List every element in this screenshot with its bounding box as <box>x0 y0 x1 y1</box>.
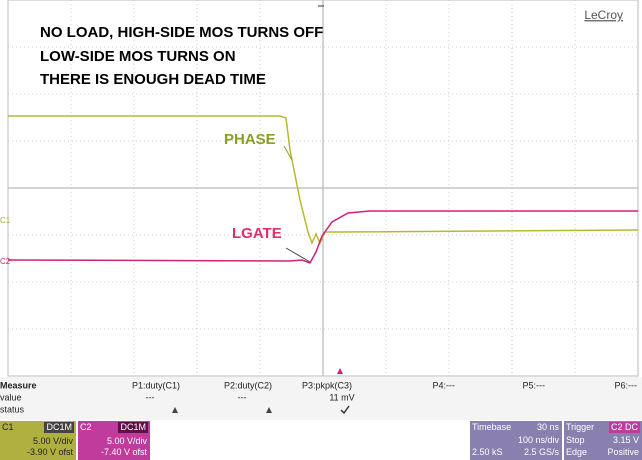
lgate-label: LGATE <box>232 225 282 242</box>
channel-box[interactable]: C2 DC1M 5.00 V/div -7.40 V ofst <box>78 421 150 460</box>
offset: -3.90 V ofst <box>26 447 73 457</box>
phase-label: PHASE <box>224 131 276 148</box>
row-label: value <box>0 392 22 402</box>
trigger-mode: Stop <box>566 435 585 445</box>
timebase-box[interactable]: Timebase 30 ns 100 ns/div 2.50 kS 2.5 GS… <box>470 421 562 460</box>
channel-box[interactable]: C1 DC1M 5.00 V/div -3.90 V ofst <box>0 421 76 460</box>
note: NO LOAD, HIGH-SIDE MOS TURNS OFF <box>40 24 323 41</box>
timebase-rate: 2.5 GS/s <box>523 447 559 457</box>
timebase-per-div: 100 ns/div <box>517 435 559 445</box>
waveform-display: LeCroy NO LOAD, HIGH-SIDE MOS TURNS OFF … <box>0 0 642 420</box>
scale: 5.00 V/div <box>106 436 147 446</box>
note: THERE IS ENOUGH DEAD TIME <box>40 71 266 88</box>
phase-pointer <box>283 145 293 161</box>
timebase-samples: 2.50 kS <box>472 447 503 457</box>
trigger-label: Trigger <box>566 422 595 432</box>
coupling: DC1M <box>118 422 148 433</box>
trigger-source: C2 DC <box>608 422 640 433</box>
brand: LeCroy <box>584 8 623 22</box>
measure-params: P1:duty(C1) --- P2:duty(C2) --- P3:pkpk(C3) 1… <box>132 380 637 402</box>
param-value: --- <box>238 392 247 402</box>
coupling: DC1M <box>44 422 74 433</box>
channel-name: C2 <box>80 422 92 432</box>
trigger-type: Edge <box>566 447 588 457</box>
param-name: P6:--- <box>615 380 638 390</box>
param-name: P4:--- <box>433 380 456 390</box>
note: LOW-SIDE MOS TURNS ON <box>40 48 236 65</box>
status-icon <box>340 405 350 415</box>
row-label: status <box>0 404 25 414</box>
trigger-level: 3.15 V <box>612 435 639 445</box>
timebase-label: Timebase <box>472 422 512 432</box>
status-icon <box>266 407 272 413</box>
param-name: P3:pkpk(C3) <box>302 380 352 390</box>
phase-trace <box>8 115 639 246</box>
channel-marker: C2 <box>0 257 11 266</box>
measure-panel <box>0 377 642 420</box>
trigger-box[interactable]: Trigger C2 DC Stop 3.15 V Edge Positive <box>564 421 642 460</box>
measure-header: Measure <box>0 380 37 390</box>
scale: 5.00 V/div <box>32 436 73 446</box>
param-name: P1:duty(C1) <box>132 380 180 390</box>
lgate-trace <box>7 210 638 264</box>
offset: -7.40 V ofst <box>100 447 147 457</box>
status-icon <box>172 407 178 413</box>
channel-name: C1 <box>2 422 14 432</box>
trigger-marker <box>337 368 343 374</box>
lgate-pointer <box>285 247 311 263</box>
param-value: 11 mV <box>329 392 354 402</box>
param-value: --- <box>146 392 155 402</box>
trigger-slope: Positive <box>607 447 639 457</box>
param-name: P2:duty(C2) <box>224 380 272 390</box>
param-name: P5:--- <box>523 380 546 390</box>
timebase-delay: 30 ns <box>536 422 559 432</box>
channel-marker: C1 <box>0 216 11 225</box>
